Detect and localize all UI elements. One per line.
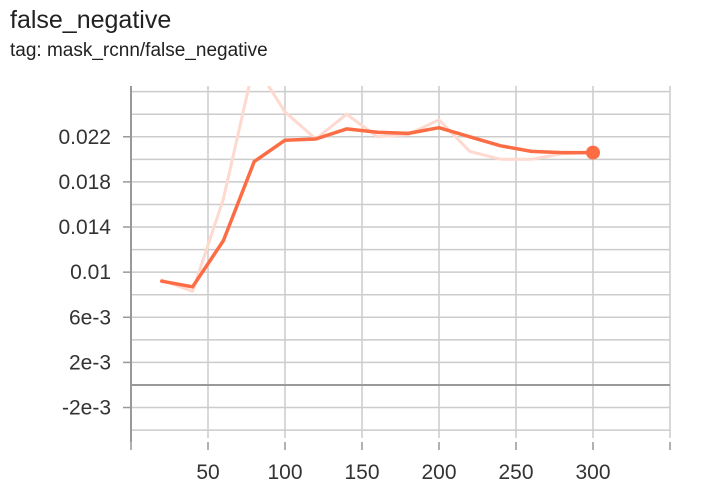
y-tick-label: -2e-3 <box>62 397 111 420</box>
x-tick-label: 250 <box>498 461 533 484</box>
x-tick-label: 150 <box>344 461 379 484</box>
raw-series-line <box>160 86 595 293</box>
y-tick-label: 0.018 <box>58 171 111 194</box>
series-layer <box>160 86 595 293</box>
y-tick-label: 0.01 <box>70 261 111 284</box>
grid <box>131 86 671 438</box>
x-tick-label: 50 <box>196 461 219 484</box>
y-axis-tick-labels: -2e-3 2e-3 6e-3 0.01 0.014 0.018 0.022 <box>58 126 111 420</box>
x-axis-tick-labels: 50 100 150 200 250 300 <box>196 461 610 484</box>
y-tick-label: 0.022 <box>58 126 111 149</box>
series-endpoint-marker <box>586 145 600 160</box>
y-tick-label: 2e-3 <box>69 351 111 374</box>
chart-title: false_negative <box>10 6 172 34</box>
axes <box>123 86 671 450</box>
x-tick-label: 300 <box>575 461 610 484</box>
y-tick-label: 6e-3 <box>69 306 111 329</box>
x-tick-label: 200 <box>421 461 456 484</box>
smoothed-series-line <box>160 125 595 289</box>
x-tick-label: 100 <box>267 461 302 484</box>
y-tick-label: 0.014 <box>58 216 111 239</box>
chart-subtitle: tag: mask_rcnn/false_negative <box>10 40 268 61</box>
